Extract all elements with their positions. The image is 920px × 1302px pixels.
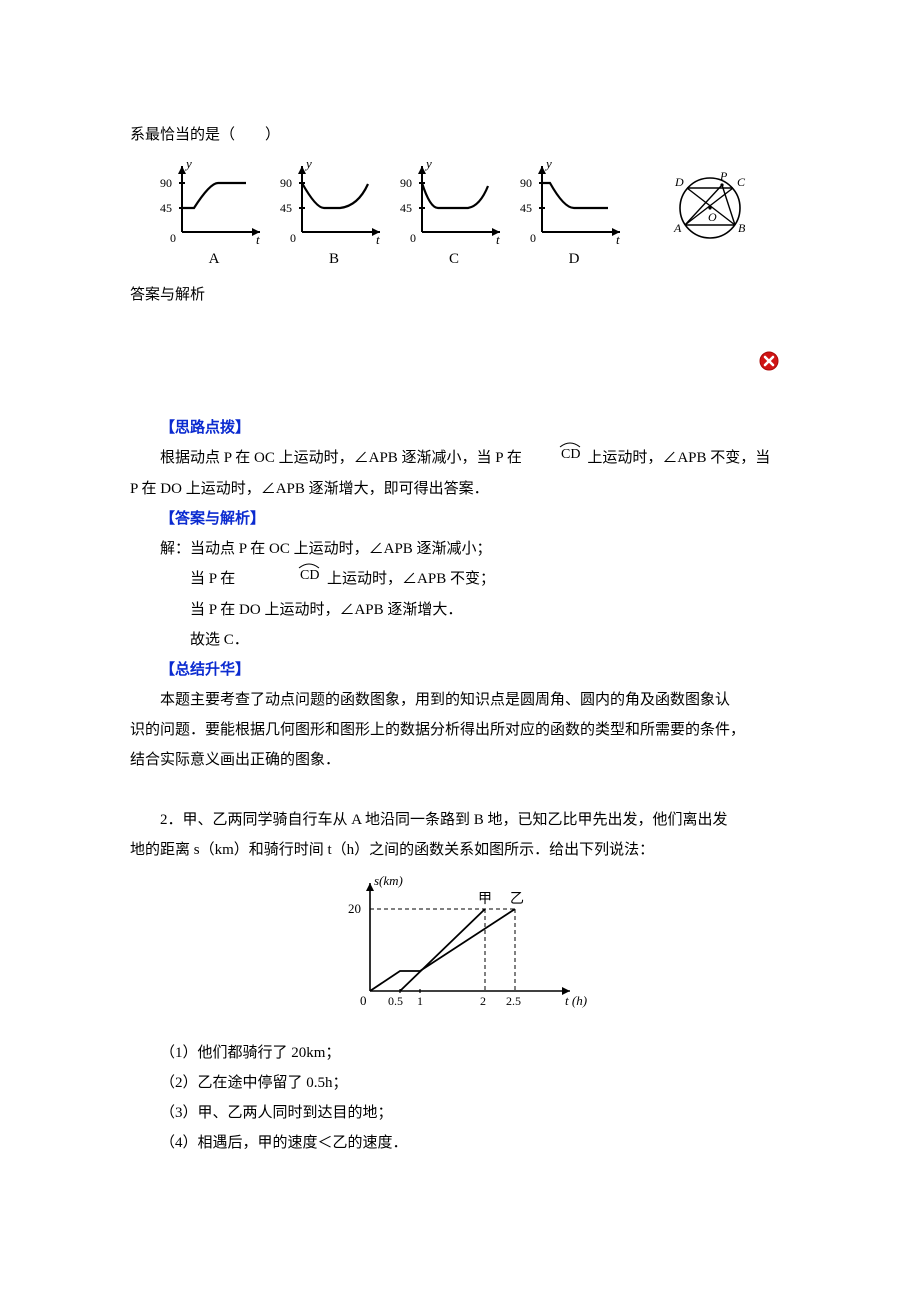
page: 系最恰当的是（ ） 90 45 0 y t A <box>0 0 920 1218</box>
tick-0-label: 0 <box>290 231 296 244</box>
y-axis-label: y <box>304 158 312 171</box>
tick-45-label: 45 <box>400 201 412 215</box>
x-axis-label: t <box>256 232 260 244</box>
circle-label-d: D <box>674 175 684 189</box>
tick-20-label: 20 <box>348 901 361 916</box>
y-axis-label: y <box>184 158 192 171</box>
summary-p2: 识的问题．要能根据几何图形和图形上的数据分析得出所对应的函数的类型和所需要的条件… <box>130 715 790 745</box>
t-axis-label: t (h) <box>565 993 587 1008</box>
tick-0-label: 0 <box>530 231 536 244</box>
summary-header: 【总结升华】 <box>130 655 790 685</box>
q2-option-3: （3）甲、乙两人同时到达目的地； <box>130 1098 790 1128</box>
label-yi: 乙 <box>510 891 524 907</box>
xtick-2: 2 <box>480 994 486 1008</box>
tick-45-label: 45 <box>520 201 532 215</box>
circle-label-a: A <box>673 221 682 235</box>
q2-option-1: （1）他们都骑行了 20km； <box>130 1038 790 1068</box>
option-c-figure: 90 45 0 y t C <box>400 158 508 274</box>
solution-line-1: 解：当动点 P 在 OC 上运动时，∠APB 逐渐减小； <box>130 534 790 564</box>
xtick-05: 0.5 <box>388 994 403 1008</box>
option-c-label: C <box>400 244 508 274</box>
tick-90-label: 90 <box>160 176 172 190</box>
close-badge <box>130 350 790 383</box>
arc-cd-icon: CD <box>526 441 584 472</box>
question2-p1: 2．甲、乙两同学骑自行车从 A 地沿同一条路到 B 地，已知乙比甲先出发，他们离… <box>130 805 790 835</box>
solution-line-2: 当 P 在 CD 上运动时，∠APB 不变； <box>130 564 790 595</box>
s-axis-label: s(km) <box>374 873 403 888</box>
x-axis-label: t <box>496 232 500 244</box>
option-a-figure: 90 45 0 y t A <box>160 158 268 274</box>
solution-line-3: 当 P 在 DO 上运动时，∠APB 逐渐增大． <box>130 595 790 625</box>
tick-45-label: 45 <box>160 201 172 215</box>
sol2-post: 上运动时，∠APB 不变； <box>323 571 495 587</box>
question1-stem-tail: 系最恰当的是（ ） <box>130 120 790 150</box>
label-jia: 甲 <box>478 892 492 907</box>
y-axis-label: y <box>424 158 432 171</box>
option-d-figure: 90 45 0 y t D <box>520 158 628 274</box>
tick-45-label: 45 <box>280 201 292 215</box>
option-b-label: B <box>280 244 388 274</box>
idea-mid: 上运动时，∠APB 不变，当 <box>587 450 770 466</box>
idea-header-text: 【思路点拨】 <box>160 420 250 436</box>
s-t-graph: 20 0 0.5 1 2 2.5 t (h) s(km) 甲 乙 <box>130 871 790 1032</box>
tick-0-label: 0 <box>410 231 416 244</box>
xtick-25: 2.5 <box>506 994 521 1008</box>
circle-label-c: C <box>737 175 746 189</box>
q2-option-2: （2）乙在途中停留了 0.5h； <box>130 1068 790 1098</box>
solution-line-4: 故选 C． <box>130 625 790 655</box>
idea-line-2: P 在 DO 上运动时，∠APB 逐渐增大，即可得出答案． <box>130 474 790 504</box>
y-axis-label: y <box>544 158 552 171</box>
circle-label-b: B <box>738 221 746 235</box>
idea-line-1: 根据动点 P 在 OC 上运动时，∠APB 逐渐减小，当 P 在 CD 上运动时… <box>130 443 790 474</box>
summary-p1: 本题主要考查了动点问题的函数图象，用到的知识点是圆周角、圆内的角及函数图象认 <box>130 685 790 715</box>
tick-0-label: 0 <box>170 231 176 244</box>
tick-90-label: 90 <box>280 176 292 190</box>
close-icon <box>758 350 780 372</box>
circle-label-p: P <box>719 169 728 183</box>
option-d-label: D <box>520 244 628 274</box>
tick-90-label: 90 <box>400 176 412 190</box>
x-axis-label: t <box>616 232 620 244</box>
question2-p2: 地的距离 s（km）和骑行时间 t（h）之间的函数关系如图所示．给出下列说法： <box>130 835 790 865</box>
idea-pre: 根据动点 P 在 OC 上运动时，∠APB 逐渐减小，当 P 在 <box>160 450 526 466</box>
arc-cd-icon: CD <box>235 562 323 593</box>
xtick-1: 1 <box>417 994 423 1008</box>
svg-text:CD: CD <box>561 447 580 461</box>
summary-p3: 结合实际意义画出正确的图象． <box>130 745 790 775</box>
option-figures-row: 90 45 0 y t A 90 45 0 y t <box>160 158 790 274</box>
circle-label-o: O <box>708 210 717 224</box>
answer-analysis-header: 【答案与解析】 <box>130 504 790 534</box>
svg-text:CD: CD <box>300 568 319 582</box>
answer-header: 答案与解析 <box>130 280 790 310</box>
tick-90-label: 90 <box>520 176 532 190</box>
summary-header-text: 【总结升华】 <box>160 662 250 678</box>
answer-analysis-header-text: 【答案与解析】 <box>160 511 265 527</box>
idea-header: 【思路点拨】 <box>130 413 790 443</box>
option-a-label: A <box>160 244 268 274</box>
x-axis-label: t <box>376 232 380 244</box>
circle-diagram: A B C D P O <box>660 158 760 261</box>
q2-option-4: （4）相遇后，甲的速度＜乙的速度． <box>130 1128 790 1158</box>
origin-label: 0 <box>360 993 367 1008</box>
sol2-pre: 当 P 在 <box>190 571 235 587</box>
option-b-figure: 90 45 0 y t B <box>280 158 388 274</box>
